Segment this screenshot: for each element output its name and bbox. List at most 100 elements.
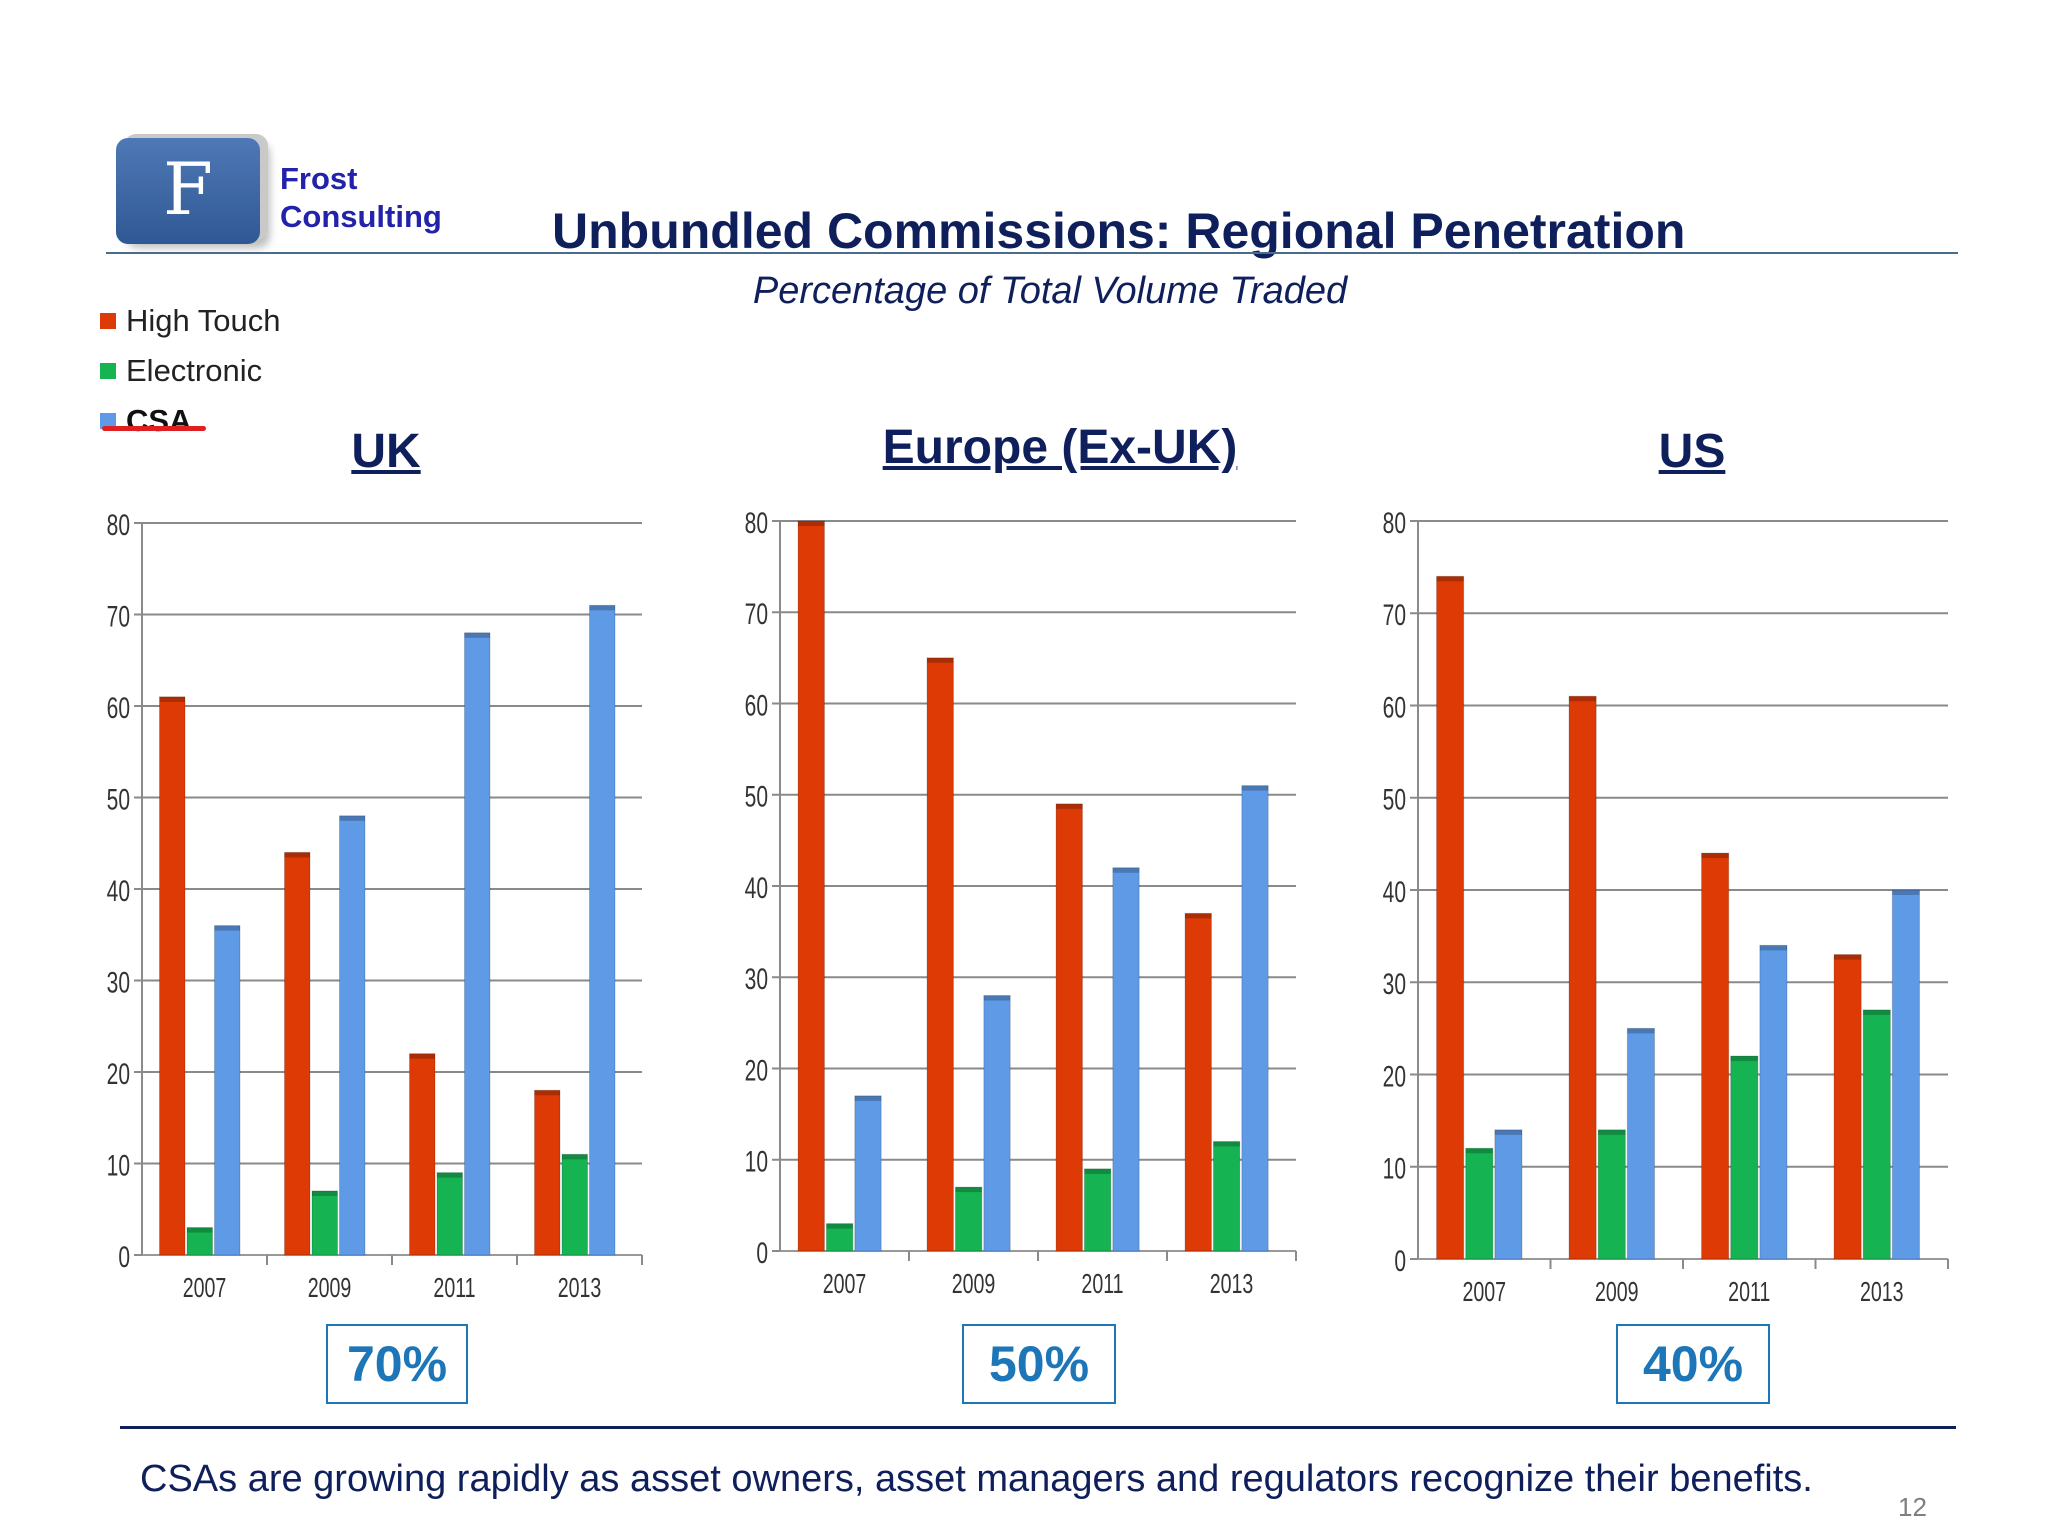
callout-europe: 50% xyxy=(962,1324,1116,1404)
x-tick-label-uk-2011: 2011 xyxy=(433,1273,475,1304)
bar-cap-us-0-2013 xyxy=(1834,954,1862,960)
y-tick-label-europe-20: 20 xyxy=(745,1055,768,1087)
x-tick-label-europe-2011: 2011 xyxy=(1081,1269,1123,1300)
legend-swatch-csa xyxy=(100,413,116,429)
legend-swatch-high-touch xyxy=(100,313,116,329)
bar-cap-uk-1-2009 xyxy=(312,1190,338,1196)
chart-title-europe: Europe (Ex-UK) xyxy=(882,421,1238,474)
bar-us-electronic-2013 xyxy=(1862,1009,1891,1260)
y-tick-label-us-10: 10 xyxy=(1383,1153,1406,1185)
chart-legend: High Touch Electronic CSA xyxy=(100,296,281,446)
bar-cap-europe-2-2007 xyxy=(854,1095,882,1101)
bar-cap-europe-1-2013 xyxy=(1213,1141,1240,1147)
bar-cap-uk-1-2011 xyxy=(437,1172,463,1178)
y-tick-label-us-50: 50 xyxy=(1383,784,1406,816)
bar-cap-uk-2-2011 xyxy=(464,632,490,638)
y-tick-label-uk-10: 10 xyxy=(107,1150,130,1182)
legend-label-electronic: Electronic xyxy=(126,353,263,388)
x-tick-label-us-2011: 2011 xyxy=(1728,1277,1770,1308)
y-tick-label-uk-20: 20 xyxy=(107,1059,130,1091)
y-tick-label-uk-40: 40 xyxy=(107,876,130,908)
bar-cap-us-1-2009 xyxy=(1598,1129,1626,1135)
y-tick-label-uk-30: 30 xyxy=(107,967,130,999)
bar-cap-europe-1-2007 xyxy=(826,1223,853,1229)
csa-highlight-underline xyxy=(102,426,206,431)
bar-cap-us-1-2013 xyxy=(1863,1009,1891,1015)
bar-cap-uk-2-2009 xyxy=(339,815,365,821)
x-tick-label-us-2007: 2007 xyxy=(1462,1277,1506,1308)
y-tick-label-uk-70: 70 xyxy=(107,601,130,633)
x-tick-label-uk-2009: 2009 xyxy=(308,1273,352,1304)
bar-uk-csa-2007 xyxy=(214,925,241,1256)
logo-badge: F xyxy=(116,138,260,244)
y-tick-label-europe-70: 70 xyxy=(745,599,768,631)
bar-us-csa-2007 xyxy=(1494,1129,1523,1260)
bar-europe-csa-2007 xyxy=(854,1095,882,1252)
bar-europe-csa-2009 xyxy=(983,995,1011,1252)
bar-cap-us-0-2007 xyxy=(1436,576,1464,582)
y-tick-label-us-70: 70 xyxy=(1383,600,1406,632)
bar-cap-us-1-2011 xyxy=(1730,1056,1758,1062)
x-tick-label-europe-2013: 2013 xyxy=(1210,1269,1254,1300)
bar-cap-europe-0-2007 xyxy=(798,521,825,526)
bar-cap-uk-2-2007 xyxy=(214,925,240,931)
bar-cap-uk-0-2009 xyxy=(284,852,310,858)
page-title: Unbundled Commissions: Regional Penetrat… xyxy=(552,203,1686,259)
y-tick-label-us-40: 40 xyxy=(1383,877,1406,909)
bar-uk-electronic-2013 xyxy=(561,1153,588,1256)
y-tick-label-europe-40: 40 xyxy=(745,873,768,905)
bar-europe-high-touch-2009 xyxy=(926,657,954,1252)
bar-us-high-touch-2013 xyxy=(1833,954,1862,1260)
callout-uk: 70% xyxy=(326,1324,468,1404)
bar-us-csa-2013 xyxy=(1891,889,1920,1260)
chart-title-us: US xyxy=(1658,425,1726,478)
title-divider xyxy=(106,252,1958,254)
y-tick-label-us-30: 30 xyxy=(1383,969,1406,1001)
bar-cap-us-2-2013 xyxy=(1892,890,1920,895)
bar-cap-us-2-2011 xyxy=(1759,945,1787,951)
chart-us: 0 10 20 30 40 50 60 70 80 2007 2009 2011 2013 xyxy=(1383,508,1949,1308)
bar-europe-high-touch-2013 xyxy=(1184,912,1212,1252)
bar-us-csa-2009 xyxy=(1626,1027,1655,1260)
bar-europe-csa-2013 xyxy=(1241,785,1269,1252)
legend-swatch-electronic xyxy=(100,363,116,379)
legend-label-csa: CSA xyxy=(126,403,192,438)
bar-us-high-touch-2009 xyxy=(1568,695,1597,1260)
bar-cap-us-1-2007 xyxy=(1465,1148,1493,1154)
y-tick-label-europe-80: 80 xyxy=(745,508,768,540)
x-tick-label-us-2009: 2009 xyxy=(1595,1277,1639,1308)
bar-uk-high-touch-2009 xyxy=(284,851,311,1256)
y-tick-label-uk-60: 60 xyxy=(107,693,130,725)
bar-cap-europe-1-2011 xyxy=(1084,1168,1111,1174)
y-tick-label-uk-0: 0 xyxy=(118,1242,130,1274)
logo-line-2: Consulting xyxy=(280,199,442,234)
bar-us-high-touch-2011 xyxy=(1701,852,1730,1260)
bar-us-electronic-2007 xyxy=(1465,1147,1494,1260)
y-tick-label-europe-30: 30 xyxy=(745,964,768,996)
bar-cap-uk-0-2007 xyxy=(159,696,185,702)
bar-uk-high-touch-2011 xyxy=(409,1053,436,1256)
page-number: 12 xyxy=(1898,1492,1927,1522)
bar-uk-electronic-2009 xyxy=(311,1190,338,1256)
bar-uk-high-touch-2013 xyxy=(534,1089,561,1256)
logo-letter: F xyxy=(163,147,213,231)
legend-item-csa: CSA xyxy=(100,396,281,446)
bar-europe-high-touch-2011 xyxy=(1055,803,1083,1252)
legend-item-electronic: Electronic xyxy=(100,346,281,396)
bar-us-electronic-2009 xyxy=(1597,1129,1626,1260)
page-subtitle: Percentage of Total Volume Traded xyxy=(752,270,1348,312)
bar-cap-europe-2-2013 xyxy=(1241,785,1269,791)
bar-uk-csa-2009 xyxy=(339,815,366,1256)
y-tick-label-europe-50: 50 xyxy=(745,781,768,813)
bar-uk-csa-2011 xyxy=(464,632,491,1256)
bar-uk-electronic-2011 xyxy=(436,1172,463,1256)
bar-europe-high-touch-2007 xyxy=(797,520,825,1252)
callout-us: 40% xyxy=(1616,1324,1770,1404)
bar-us-electronic-2011 xyxy=(1730,1055,1759,1260)
y-tick-label-europe-60: 60 xyxy=(745,690,768,722)
bar-cap-uk-0-2013 xyxy=(534,1090,560,1096)
x-tick-label-uk-2013: 2013 xyxy=(558,1273,602,1304)
y-tick-label-us-60: 60 xyxy=(1383,692,1406,724)
x-tick-label-uk-2007: 2007 xyxy=(183,1273,227,1304)
